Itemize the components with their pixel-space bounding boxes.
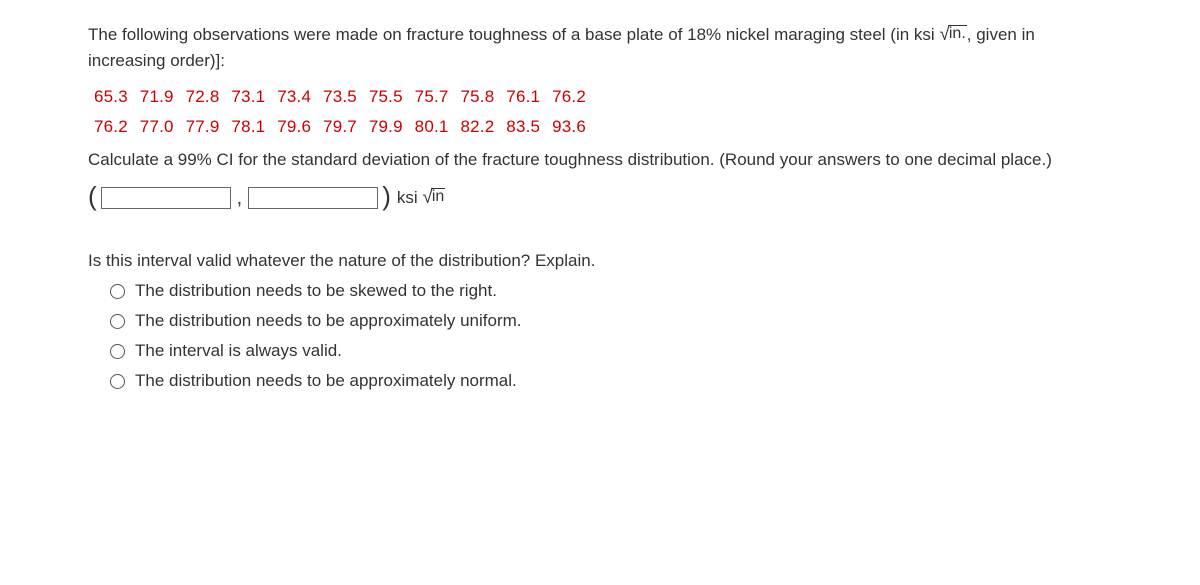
- sqrt-inline: √in.: [939, 25, 966, 44]
- ci-upper-input[interactable]: [248, 187, 378, 209]
- unit-pre: ksi: [397, 188, 423, 207]
- data-row-2: 76.2 77.0 77.9 78.1 79.6 79.7 79.9 80.1 …: [94, 117, 1112, 137]
- ci-lower-input[interactable]: [101, 187, 231, 209]
- question-container: The following observations were made on …: [0, 0, 1200, 391]
- radio-icon[interactable]: [110, 284, 125, 299]
- choice-1[interactable]: The distribution needs to be skewed to t…: [110, 281, 1112, 301]
- choice-4[interactable]: The distribution needs to be approximate…: [110, 371, 1112, 391]
- intro-paragraph: The following observations were made on …: [88, 22, 1112, 75]
- unit-sqrt-arg: in: [431, 188, 445, 206]
- answer-row: ( , ) ksi √in: [88, 185, 1112, 211]
- separator: ,: [237, 187, 243, 210]
- radio-icon[interactable]: [110, 344, 125, 359]
- choice-2-label: The distribution needs to be approximate…: [135, 311, 521, 331]
- choice-2[interactable]: The distribution needs to be approximate…: [110, 311, 1112, 331]
- choice-3-label: The interval is always valid.: [135, 341, 342, 361]
- unit-label: ksi √in: [397, 188, 445, 208]
- choice-1-label: The distribution needs to be skewed to t…: [135, 281, 497, 301]
- close-paren: ): [382, 183, 391, 209]
- data-row-1: 65.3 71.9 72.8 73.1 73.4 73.5 75.5 75.7 …: [94, 87, 1112, 107]
- validity-question: Is this interval valid whatever the natu…: [88, 251, 1112, 271]
- intro-text-pre: The following observations were made on …: [88, 25, 939, 44]
- sqrt-arg: in.: [948, 25, 967, 43]
- unit-sqrt: √in: [422, 188, 445, 207]
- radio-icon[interactable]: [110, 374, 125, 389]
- choice-4-label: The distribution needs to be approximate…: [135, 371, 517, 391]
- choice-3[interactable]: The interval is always valid.: [110, 341, 1112, 361]
- calc-prompt: Calculate a 99% CI for the standard devi…: [88, 147, 1112, 173]
- open-paren: (: [88, 183, 97, 209]
- radio-icon[interactable]: [110, 314, 125, 329]
